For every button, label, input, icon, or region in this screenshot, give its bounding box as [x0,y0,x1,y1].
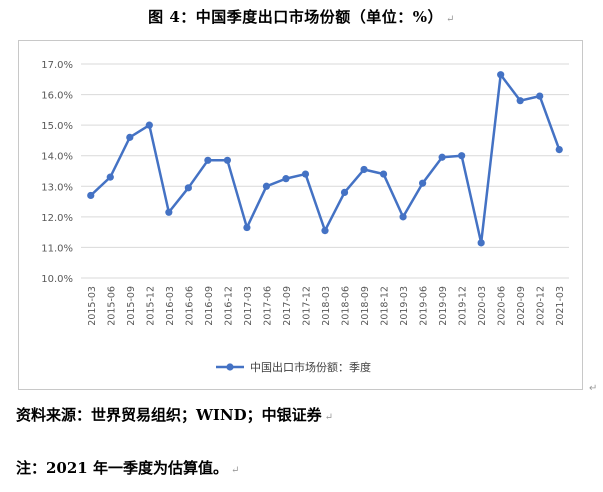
x-tick-label: 2017-09 [282,286,293,326]
data-point [126,133,134,141]
data-point [165,208,173,216]
x-tick-label: 2019-12 [458,286,469,326]
y-tick-label: 11.0% [41,243,73,254]
x-tick-label: 2018-06 [341,286,352,326]
data-point [282,175,290,183]
chart-title-text: 图 4：中国季度出口市场份额（单位：%） [148,8,444,26]
x-tick-label: 2018-09 [360,286,371,326]
x-tick-label: 2016-06 [184,286,195,326]
data-point [438,153,446,161]
y-tick-label: 10.0% [41,274,73,285]
data-point [87,191,95,200]
x-tick-label: 2015-12 [145,286,156,326]
x-tick-label: 2015-09 [126,286,137,326]
y-tick-label: 13.0% [41,182,73,193]
x-tick-label: 2020-06 [497,286,508,326]
x-tick-label: 2018-12 [380,286,391,326]
x-tick-label: 2019-09 [438,286,449,326]
data-point [321,227,329,235]
legend-marker [226,363,234,371]
y-tick-label: 17.0% [41,60,73,71]
y-tick-label: 16.0% [41,91,73,102]
data-point [379,170,388,178]
x-tick-label: 2018-03 [321,286,332,326]
data-point [223,156,231,164]
data-point [419,179,427,187]
x-tick-label: 2021-03 [555,286,566,326]
return-mark: ↵ [589,383,598,394]
data-point [516,97,524,105]
x-tick-label: 2016-09 [204,286,215,326]
data-point [536,92,544,100]
x-tick-label: 2019-06 [419,286,430,326]
return-mark: ↵ [230,465,240,476]
data-point [145,121,153,129]
footnote-text: 注：2021 年一季度为估算值。 [16,459,228,477]
line-chart: 10.0% 11.0% 12.0% 13.0% 14.0% 15.0% 16.0% 17.0%… [41,60,569,374]
source-note: 资料来源：世界贸易组织；WIND；中银证券 ↵ [16,404,333,425]
y-tick-label: 15.0% [41,121,73,132]
x-tick-label: 2020-03 [477,286,488,326]
series-line [89,73,561,245]
chart-frame: 10.0% 11.0% 12.0% 13.0% 14.0% 15.0% 16.0% 17.0%… [18,40,583,390]
data-point [458,152,466,160]
data-point [204,156,212,164]
x-tick-label: 2020-12 [536,286,547,326]
source-text: 资料来源：世界贸易组织；WIND；中银证券 [16,406,322,424]
data-point [477,239,485,247]
data-point [555,146,563,154]
x-tick-label: 2016-03 [165,286,176,326]
x-tick-label: 2017-06 [262,286,273,326]
data-point [106,173,114,181]
data-point [340,188,349,196]
legend-label: 中国出口市场份额：季度 [250,360,371,374]
x-tick-label: 2017-03 [243,286,254,326]
x-tick-label: 2015-06 [106,286,117,326]
data-point [497,71,505,79]
return-mark: ↵ [446,14,455,25]
x-tick-label: 2016-12 [223,286,234,326]
y-tick-label: 14.0% [41,152,73,163]
x-tick-label: 2020-09 [516,286,527,326]
data-point [399,213,407,221]
x-tick-label: 2015-03 [87,286,98,326]
data-point [360,165,368,174]
x-tick-label: 2019-03 [399,286,410,326]
data-point [184,184,192,192]
return-mark: ↵ [324,412,333,423]
x-tick-label: 2017-12 [301,286,312,326]
chart-title: 图 4：中国季度出口市场份额（单位：%） ↵ [0,6,603,27]
data-point [301,170,310,178]
y-tick-label: 12.0% [41,213,73,224]
data-point [243,223,251,232]
data-point [262,182,271,190]
footnote: 注：2021 年一季度为估算值。 ↵ [16,457,239,478]
